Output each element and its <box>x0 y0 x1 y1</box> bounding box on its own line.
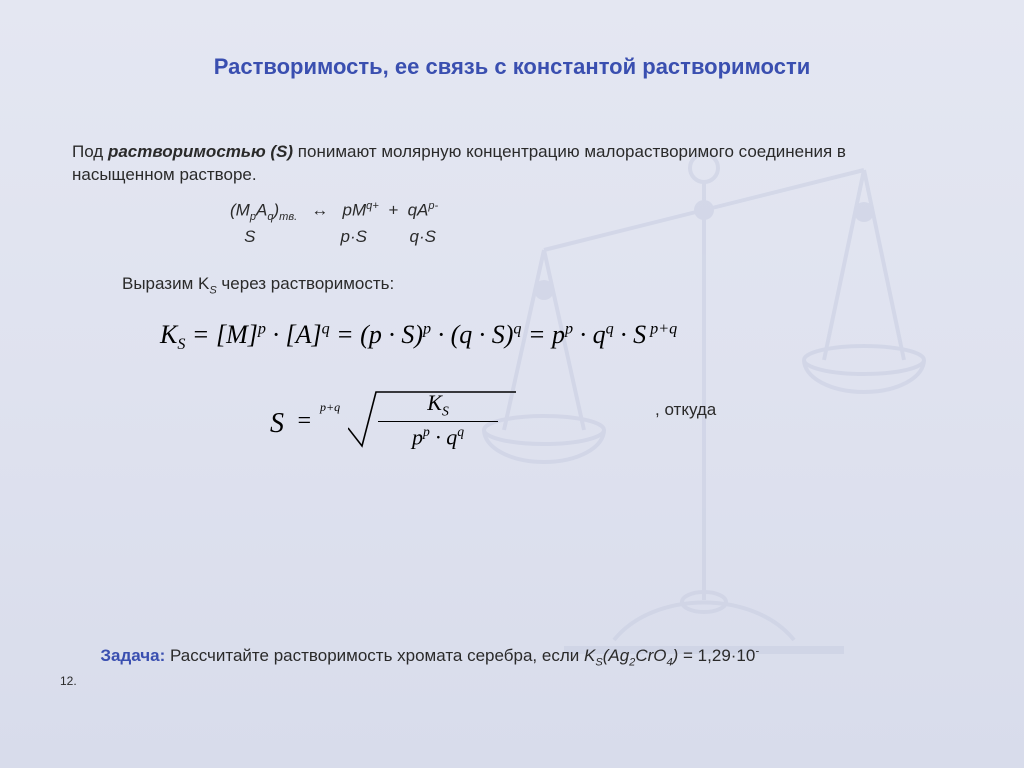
task-minus: - <box>755 645 759 657</box>
intro-prefix: Под <box>72 142 108 161</box>
eq-A: A <box>256 201 267 220</box>
eq-arrow: ↔ pM <box>297 201 366 220</box>
task-compound2: CrO <box>635 646 666 665</box>
root-S: S <box>270 408 284 440</box>
slide: Растворимость, ее связь с константой рас… <box>0 0 1024 768</box>
eq-pminus: p- <box>428 200 438 212</box>
equilibrium-row-1: (MpAq)тв. ↔ pMq+ + qAp- <box>230 200 438 223</box>
task-label: Задача: <box>100 646 165 665</box>
eq-left: (M <box>230 201 250 220</box>
task-ks: K <box>584 646 595 665</box>
otkuda-text: , откуда <box>655 400 716 420</box>
task-text: Рассчитайте растворимость хромата серебр… <box>165 646 584 665</box>
eq-tv: тв. <box>279 211 297 223</box>
eq-plus: + qA <box>379 201 429 220</box>
exp-tail-value: 12 <box>60 674 73 688</box>
slide-title: Растворимость, ее связь с константой рас… <box>0 54 1024 80</box>
root-index: p+q <box>320 400 340 415</box>
intro-term: растворимостью (S) <box>108 142 293 161</box>
task-compound: (Ag <box>603 646 629 665</box>
root-formula: S = p+q KS pp · qq <box>270 386 530 458</box>
intro-paragraph: Под растворимостью (S) понимают молярную… <box>72 140 942 187</box>
root-equals: = <box>296 408 312 435</box>
equilibrium-equation: (MpAq)тв. ↔ pMq+ + qAp- S p·S q·S <box>230 200 438 247</box>
express-line: Выразим KS через растворимость: <box>122 274 394 296</box>
eq-row2: S p·S q·S <box>230 227 436 246</box>
fraction-denominator: pp · qq <box>378 422 498 450</box>
equilibrium-row-2: S p·S q·S <box>230 227 438 247</box>
fraction-numerator: KS <box>378 390 498 421</box>
task-equals: = 1,29·10 <box>678 646 755 665</box>
express-sub: S <box>209 284 216 296</box>
express-rest: через растворимость: <box>217 274 395 293</box>
eq-qplus: q+ <box>366 200 379 212</box>
task-paragraph: Задача: Рассчитайте растворимость хромат… <box>72 644 972 671</box>
task-ks-sub: S <box>595 656 602 668</box>
fraction: KS pp · qq <box>378 390 498 451</box>
ks-formula: KS = [M]p · [A]q = (p · S)p · (q · S)q =… <box>160 320 800 354</box>
express-text: Выразим K <box>122 274 209 293</box>
exponent-tail: 12. <box>60 674 77 688</box>
